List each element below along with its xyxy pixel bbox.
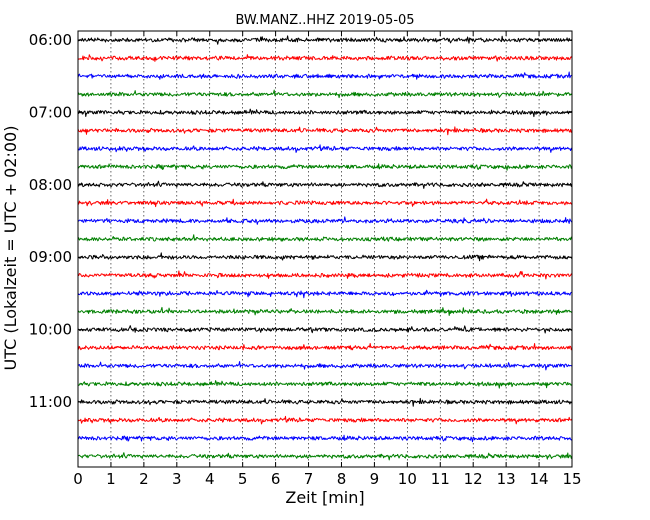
seismogram-trace [77, 325, 573, 334]
x-tick-labels: 0 1 2 3 4 5 6 7 8 9 10 11 12 13 14 15 [73, 470, 581, 488]
x-tick-label: 3 [172, 470, 182, 488]
x-axis-label: Zeit [min] [285, 488, 364, 507]
seismogram-trace [77, 289, 573, 299]
x-tick-label: 9 [370, 470, 380, 488]
x-tick-label: 8 [337, 470, 347, 488]
seismogram-trace [77, 252, 573, 262]
seismogram-traces [77, 35, 573, 461]
seismogram-trace [77, 35, 573, 45]
seismogram-trace [77, 361, 573, 371]
seismogram-trace [77, 415, 573, 425]
seismogram-trace [77, 306, 573, 316]
y-tick-label: 09:00 [29, 248, 72, 266]
x-tick-label: 1 [106, 470, 116, 488]
x-tick-label: 15 [562, 470, 581, 488]
seismogram-trace [77, 380, 573, 389]
y-tick-labels: 06:00 07:00 08:00 09:00 10:00 11:00 [29, 31, 72, 411]
x-tick-label: 14 [530, 470, 549, 488]
seismogram-trace [77, 89, 573, 99]
seismogram-trace [77, 71, 573, 80]
y-tick-label: 06:00 [29, 31, 72, 49]
seismogram-trace [77, 234, 573, 242]
chart-title: BW.MANZ..HHZ 2019-05-05 [235, 13, 414, 28]
seismogram-trace [77, 434, 573, 443]
y-axis-label: UTC (Lokalzeit = UTC + 02:00) [1, 126, 20, 371]
seismogram-trace [77, 452, 573, 461]
x-tick-label: 11 [431, 470, 450, 488]
y-tick-label: 11:00 [29, 393, 72, 411]
x-tick-label: 12 [464, 470, 483, 488]
seismogram-trace [77, 397, 573, 407]
x-tick-label: 10 [398, 470, 417, 488]
x-tick-label: 6 [271, 470, 281, 488]
x-tick-label: 5 [238, 470, 248, 488]
y-tick-label: 08:00 [29, 176, 72, 194]
seismogram-trace [77, 270, 573, 280]
x-tick-label: 4 [205, 470, 215, 488]
seismogram-trace [77, 198, 573, 208]
grid-lines [110, 31, 540, 467]
seismogram-trace [77, 126, 573, 136]
x-tick-label: 7 [304, 470, 314, 488]
x-tick-label: 0 [73, 470, 83, 488]
seismogram-trace [77, 216, 573, 225]
seismogram-trace [77, 144, 573, 153]
plot-frame [77, 30, 573, 468]
x-tick-label: 2 [139, 470, 149, 488]
seismogram-trace [77, 163, 573, 171]
seismogram-trace [77, 343, 573, 351]
x-tick-label: 13 [497, 470, 516, 488]
seismogram-trace [77, 180, 573, 189]
y-tick-label: 07:00 [29, 103, 72, 121]
seismogram-trace [77, 108, 573, 118]
seismogram-trace [77, 54, 573, 62]
axis-ticks [77, 31, 573, 467]
y-tick-label: 10:00 [29, 321, 72, 339]
